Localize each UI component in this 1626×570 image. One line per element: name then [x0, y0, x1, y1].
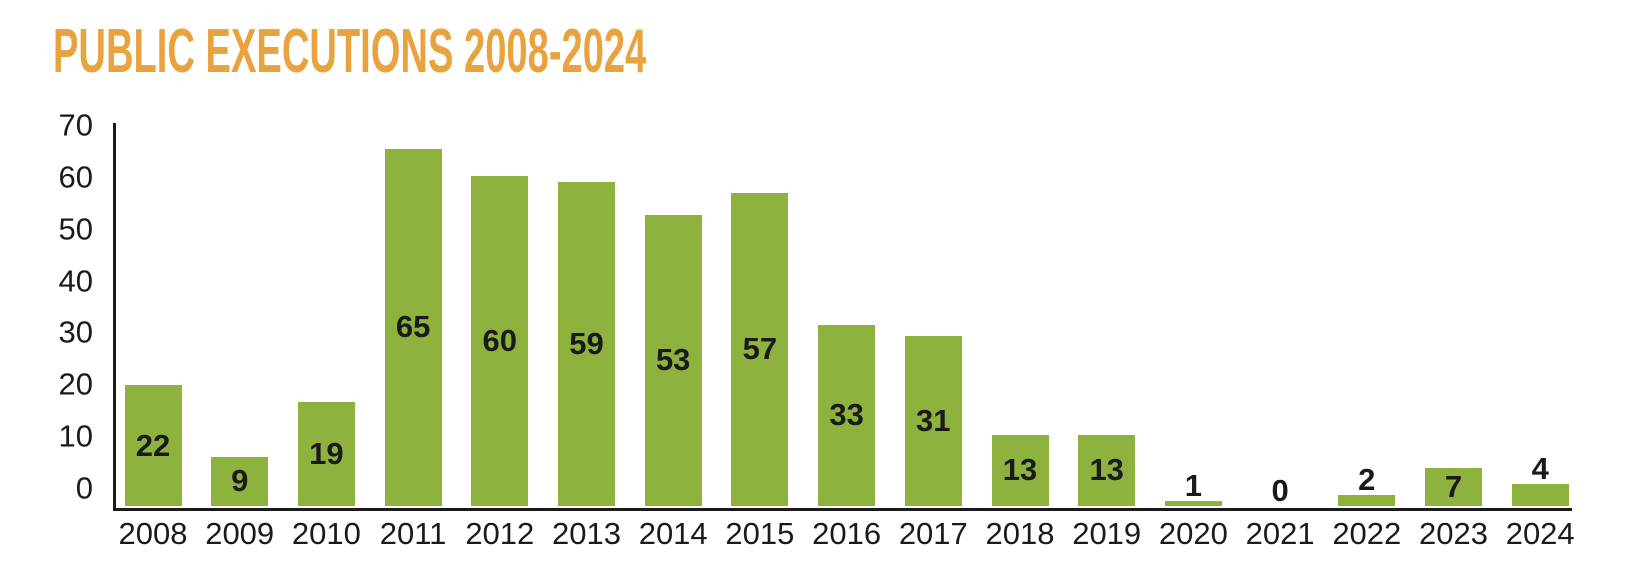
bar-value-label-2010: 19 — [309, 435, 344, 471]
y-tick-label-60: 60 — [58, 159, 93, 195]
x-tick-label-2011: 2011 — [379, 516, 447, 551]
x-tick-label-2022: 2022 — [1332, 516, 1402, 551]
bar-value-label-2015: 57 — [742, 331, 778, 367]
y-tick-label-40: 40 — [58, 263, 93, 299]
bar-2023 — [1425, 467, 1482, 506]
bar-2013 — [558, 181, 615, 506]
x-tick-label-2010: 2010 — [291, 516, 361, 551]
x-tick-label-2023: 2023 — [1419, 516, 1488, 551]
bar-value-label-2016: 33 — [829, 397, 864, 433]
x-axis-line — [113, 508, 1572, 511]
y-tick-label-30: 30 — [58, 314, 93, 350]
x-tick-label-2015: 2015 — [725, 516, 795, 551]
bar-value-label-2023: 7 — [1444, 468, 1463, 504]
bar-2012 — [471, 176, 529, 506]
x-tick-label-2012: 2012 — [465, 516, 535, 551]
bar-2017 — [904, 335, 962, 506]
y-tick-label-0: 0 — [75, 470, 93, 506]
bar-value-label-2012: 60 — [482, 323, 518, 358]
y-tick-label-50: 50 — [58, 211, 93, 247]
y-tick-label-70: 70 — [58, 107, 93, 143]
y-axis-line — [113, 123, 116, 511]
y-tick-label-10: 10 — [58, 418, 93, 454]
x-tick-label-2019: 2019 — [1072, 516, 1142, 551]
bar-2010 — [297, 401, 355, 506]
x-tick-label-2008: 2008 — [118, 516, 188, 551]
bar-value-label-2008: 22 — [135, 427, 171, 463]
x-tick-label-2009: 2009 — [205, 516, 275, 551]
bar-value-label-2019: 13 — [1089, 452, 1124, 488]
chart-title: PUBLIC EXECUTIONS 2008-2024 — [53, 17, 647, 86]
y-tick-label-20: 20 — [58, 366, 93, 402]
bar-2015 — [731, 192, 789, 506]
bar-2020 — [1164, 500, 1222, 506]
x-tick-label-2020: 2020 — [1158, 516, 1228, 551]
bar-value-label-2017: 31 — [916, 402, 951, 438]
bar-value-label-2013: 59 — [569, 325, 604, 361]
x-tick-label-2021: 2021 — [1245, 516, 1315, 551]
bar-2018 — [991, 434, 1049, 506]
bar-2011 — [384, 148, 442, 506]
bar-2024 — [1511, 484, 1569, 506]
bar-value-label-2018: 13 — [1002, 452, 1038, 488]
x-tick-label-2018: 2018 — [985, 516, 1055, 551]
bar-2014 — [644, 214, 702, 506]
bar-value-label-2011: 65 — [395, 309, 431, 345]
bar-2019 — [1078, 434, 1136, 506]
bar-2009 — [211, 456, 269, 506]
x-tick-label-2014: 2014 — [638, 516, 708, 551]
bar-2022 — [1338, 495, 1396, 506]
x-tick-label-2024: 2024 — [1505, 516, 1575, 551]
bar-value-label-2020: 1 — [1184, 467, 1203, 503]
bar-2008 — [124, 385, 182, 506]
x-tick-label-2017: 2017 — [898, 516, 968, 551]
bar-value-label-2024: 4 — [1531, 451, 1549, 486]
bar-value-label-2021: 0 — [1271, 473, 1289, 508]
bar-value-label-2009: 9 — [231, 463, 249, 499]
bar-value-label-2014: 53 — [655, 342, 691, 378]
x-tick-label-2016: 2016 — [812, 516, 882, 551]
bar-2016 — [818, 324, 876, 506]
x-tick-label-2013: 2013 — [552, 516, 621, 551]
bar-value-label-2022: 2 — [1358, 462, 1376, 497]
